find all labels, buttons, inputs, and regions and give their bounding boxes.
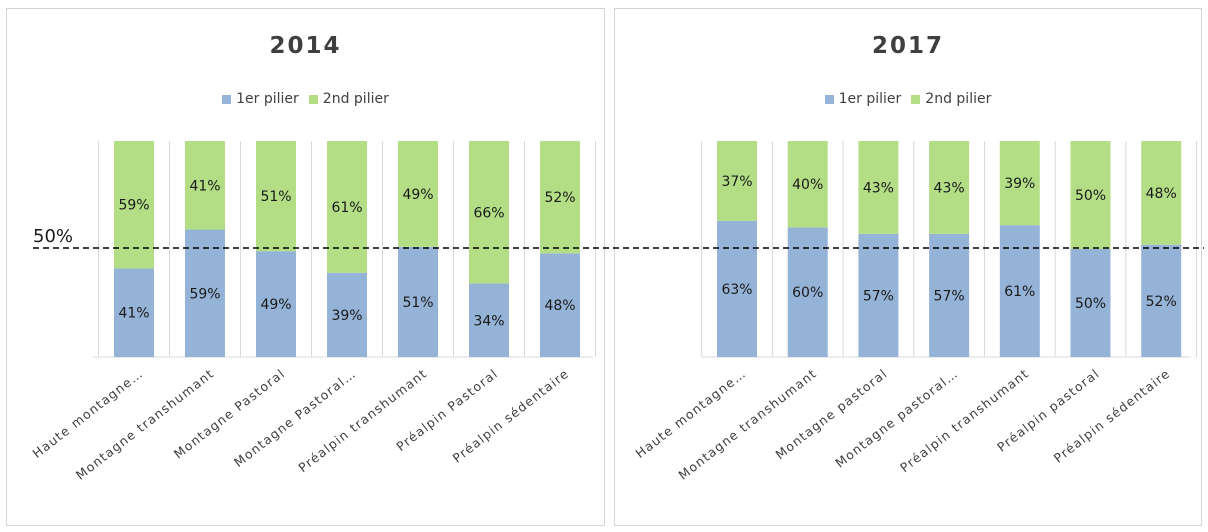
bar-pilier1 [858, 233, 899, 357]
data-label: 63% [721, 282, 752, 298]
bar-pilier2 [1070, 141, 1111, 249]
data-label: 48% [1146, 186, 1177, 202]
bar-pilier1 [540, 253, 580, 357]
bar-pilier2 [398, 141, 438, 247]
chart-panel-2017: 2017 1er pilier 2nd pilier 63% 37% Haute m… [614, 8, 1202, 526]
chart-title-2017: 2017 [871, 33, 944, 59]
bar-pilier2 [858, 141, 899, 234]
reference-line-label: 50% [33, 226, 74, 247]
data-label: 43% [863, 180, 894, 196]
bar-pilier2 [185, 141, 225, 230]
category-tick-label: Montagne pastoral… [832, 366, 961, 471]
data-label: 41% [118, 306, 149, 322]
data-label: 39% [1004, 176, 1035, 192]
legend-2014: 1er pilier 2nd pilier [7, 91, 604, 107]
data-label: 66% [473, 205, 504, 221]
legend-item-pilier2: 2nd pilier [911, 91, 991, 107]
category-tick-label: Montagne Pastoral… [231, 366, 359, 470]
data-label: 34% [473, 313, 504, 329]
data-label: 40% [792, 177, 823, 193]
bar-pilier1 [256, 251, 296, 357]
category-tick-label: Haute montagne… [30, 366, 146, 461]
bar-pilier2 [469, 141, 509, 284]
bar-pilier2 [717, 141, 757, 221]
data-label: 50% [1075, 188, 1106, 204]
legend-swatch-pilier2 [911, 94, 921, 104]
bar-pilier1 [717, 220, 757, 357]
legend-swatch-pilier2 [308, 94, 318, 104]
category-tick-label: Préalpin transhumant [295, 366, 429, 476]
chart-panel-2014: 2014 1er pilier 2nd pilier 41% 59% Haute m… [6, 8, 605, 526]
chart-title-2014: 2014 [269, 33, 342, 59]
bar-pilier2 [1141, 141, 1182, 245]
bar-pilier2 [327, 141, 367, 273]
data-label: 37% [721, 174, 752, 190]
data-label: 51% [260, 189, 291, 205]
data-label: 52% [1146, 294, 1177, 310]
bar-pilier1 [787, 227, 828, 357]
data-label: 49% [402, 187, 433, 203]
legend-item-pilier1: 1er pilier [222, 91, 299, 107]
data-label: 48% [544, 298, 575, 314]
legend-2017: 1er pilier 2nd pilier [615, 91, 1201, 107]
plot-area-2014: 41% 59% Haute montagne… 59% 41% Montagne tran… [30, 141, 596, 483]
legend-item-pilier1: 1er pilier [824, 91, 902, 107]
legend-item-pilier2: 2nd pilier [308, 91, 389, 107]
category-tick-label: Préalpin sédentaire [1051, 366, 1173, 466]
data-label: 52% [544, 190, 575, 206]
category-tick-label: Préalpin sédentaire [450, 366, 572, 466]
category-tick-label: Montagne transhumant [676, 366, 820, 483]
legend-swatch-pilier1 [824, 94, 834, 104]
data-label: 59% [118, 198, 149, 214]
legend-label-pilier2: 2nd pilier [322, 91, 389, 107]
bar-pilier1 [1070, 249, 1111, 357]
legend-label-pilier2: 2nd pilier [925, 91, 992, 107]
bar-pilier1 [327, 272, 367, 357]
data-label: 61% [331, 200, 362, 216]
bar-pilier2 [540, 141, 580, 254]
bar-pilier1 [114, 268, 154, 357]
data-label: 50% [1075, 296, 1106, 312]
category-tick-label: Montagne transhumant [73, 366, 217, 483]
data-label: 57% [934, 288, 965, 304]
bar-pilier2 [787, 141, 828, 228]
category-tick-label: Préalpin transhumant [897, 366, 1031, 476]
category-tick-label: Haute montagne… [633, 366, 749, 461]
data-label: 39% [331, 308, 362, 324]
legend-label-pilier1: 1er pilier [236, 91, 299, 107]
data-label: 59% [189, 286, 220, 302]
data-label: 60% [792, 285, 823, 301]
bar-pilier2 [929, 141, 970, 234]
category-tick-label: Montagne pastoral [772, 366, 890, 463]
bar-pilier1 [1141, 244, 1182, 357]
legend-swatch-pilier1 [222, 94, 232, 104]
bar-pilier1 [929, 233, 970, 357]
data-label: 51% [402, 295, 433, 311]
data-label: 49% [260, 297, 291, 313]
data-label: 41% [189, 178, 220, 194]
data-label: 61% [1004, 284, 1035, 300]
bar-pilier2 [114, 141, 154, 269]
bar-pilier1 [469, 283, 509, 357]
bar-pilier1 [185, 229, 225, 357]
bar-pilier1 [999, 225, 1040, 357]
legend-label-pilier1: 1er pilier [838, 91, 902, 107]
bar-pilier1 [398, 246, 438, 357]
plot-area-2017: 63% 37% Haute montagne… 60% 40% Montagne tran… [633, 141, 1198, 483]
bar-pilier2 [256, 141, 296, 252]
bar-pilier2 [999, 141, 1040, 226]
data-label: 43% [934, 180, 965, 196]
data-label: 57% [863, 288, 894, 304]
